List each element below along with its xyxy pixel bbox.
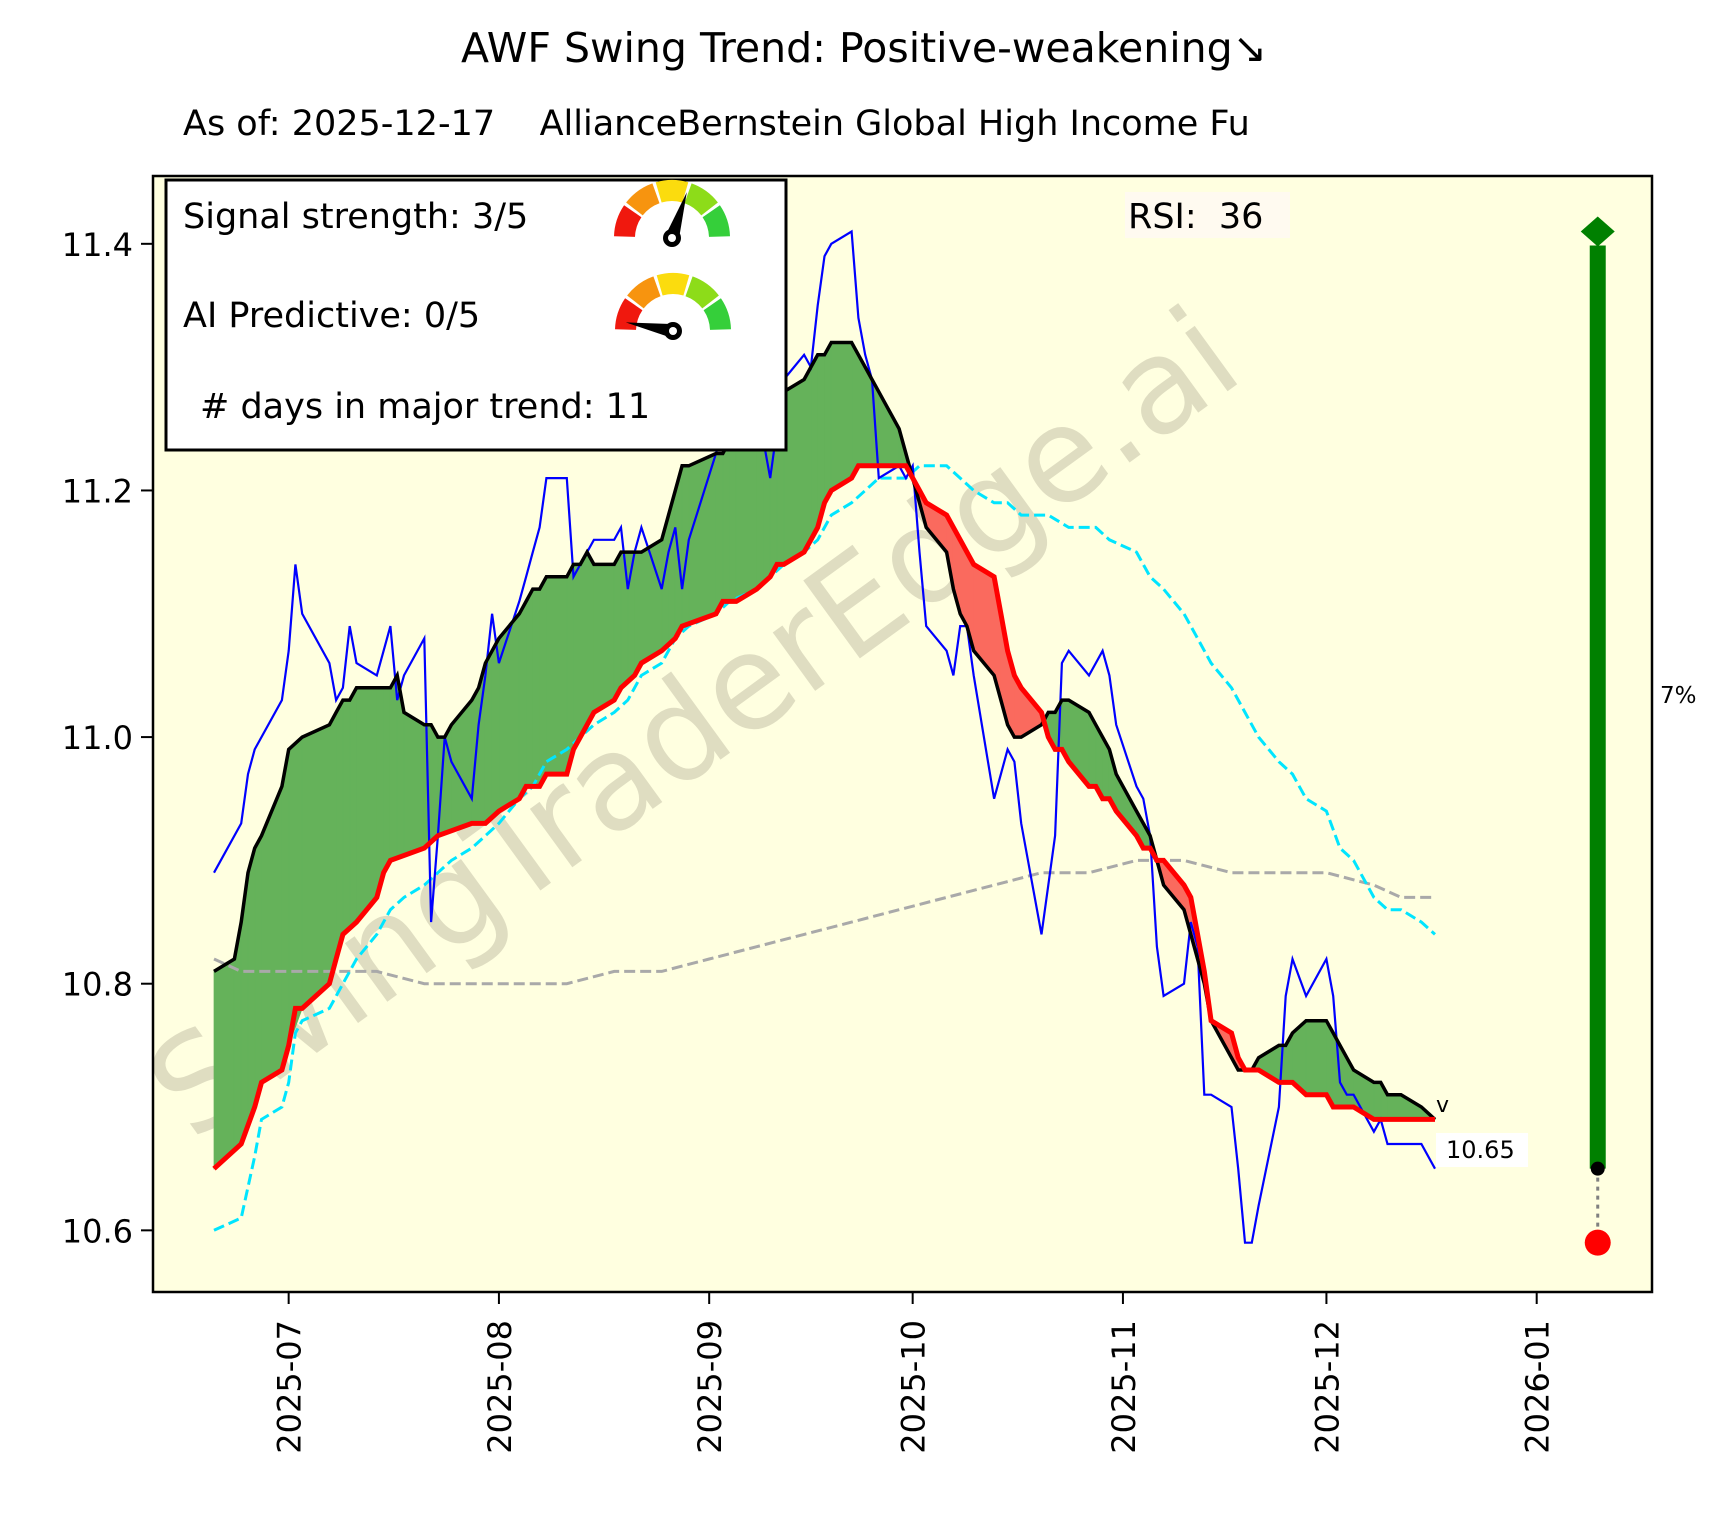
bull-fill-segment <box>532 588 541 787</box>
gauge-hub-center <box>668 234 676 242</box>
ai-predictive-gauge-icon <box>615 272 731 340</box>
gauge-segment <box>685 276 719 309</box>
bull-fill-segment <box>525 588 534 787</box>
last-price-label-bg <box>1436 1133 1528 1167</box>
gauge-hub-center <box>669 327 677 335</box>
bull-fill-segment <box>403 711 425 857</box>
bull-fill-segment <box>342 699 351 936</box>
bull-fill-segment <box>1373 1081 1382 1120</box>
target-pct-label: 7% <box>1660 683 1697 709</box>
gauge-segment <box>615 298 643 330</box>
bull-fill-segment <box>376 687 385 898</box>
x-tick-label: 2025-12 <box>1308 1320 1346 1454</box>
bull-fill-segment <box>539 576 547 787</box>
bull-fill-segment <box>824 342 832 503</box>
bull-fill-segment <box>301 724 330 1010</box>
bull-fill-segment <box>383 687 391 873</box>
y-axis: 10.6 10.8 11.0 11.2 11.4 <box>62 226 153 1250</box>
bull-fill-segment <box>613 551 622 701</box>
signal-strength-gauge-icon <box>614 179 730 247</box>
y-tick-label: 11.2 <box>62 472 133 510</box>
x-axis: 2025-07 2025-08 2025-09 2025-10 2025-11 2025-… <box>271 1292 1557 1454</box>
y-tick-label: 10.8 <box>62 966 133 1004</box>
x-tick-label: 2025-11 <box>1105 1320 1143 1454</box>
bull-fill-segment <box>715 453 724 614</box>
base-price-marker <box>1590 1161 1605 1176</box>
x-tick-label: 2026-01 <box>1519 1320 1557 1454</box>
gauge-segment <box>626 183 660 216</box>
gauge-needle <box>625 322 675 338</box>
bull-fill-segment <box>328 712 337 984</box>
bull-fill-segment <box>634 551 642 676</box>
bull-fill-segment <box>389 675 398 861</box>
bull-fill-segment <box>356 687 378 924</box>
fast-trend-line <box>213 340 1437 1121</box>
bull-fill-segment <box>593 564 615 714</box>
bull-fill-segment <box>484 650 493 825</box>
gauge-segment <box>703 298 731 330</box>
bull-fill-segment <box>349 687 357 930</box>
bull-fill-segment <box>1305 1020 1327 1096</box>
bull-fill-segment <box>518 601 527 799</box>
x-tick-label: 2025-09 <box>691 1320 729 1454</box>
chart-title: AWF Swing Trend: Positive-weakening↘ <box>461 24 1267 72</box>
bull-fill-segment <box>688 452 717 625</box>
chart-subtitle: As of: 2025-12-17 AllianceBernstein Glob… <box>183 104 1250 144</box>
rsi-label-bg <box>1125 192 1290 238</box>
days-in-trend-label: # days in major trend: 11 <box>200 387 650 427</box>
price-line <box>213 229 1436 1244</box>
bull-fill-segment <box>586 551 595 725</box>
last-marker-label: v <box>1436 1093 1449 1118</box>
target-marker-group <box>1580 216 1615 1256</box>
bull-fill-segment <box>281 749 290 1071</box>
y-tick-label: 11.4 <box>62 226 133 264</box>
x-tick-label: 2025-08 <box>481 1320 519 1454</box>
bull-fill-segment <box>546 576 568 775</box>
bull-fill-segment <box>498 612 520 812</box>
gauge-needle <box>665 192 687 241</box>
bull-fill-segment <box>729 440 737 602</box>
gauge-segment <box>702 205 730 237</box>
bull-fill-segment <box>247 847 256 1126</box>
ai-predictive-label: AI Predictive: 0/5 <box>183 296 480 336</box>
slow-trend-line <box>212 463 1435 1171</box>
bull-fill-segment <box>830 342 853 492</box>
bull-fill-segment <box>722 440 730 602</box>
ma-gray-line <box>213 858 1435 986</box>
gauge-segment <box>656 272 690 296</box>
x-tick-label: 2025-10 <box>895 1320 933 1454</box>
info-box: Signal strength: 3/5 AI Predictive: 0/5 … <box>164 178 788 452</box>
rsi-label: RSI: 36 <box>1128 197 1263 237</box>
bull-fill-segment <box>288 736 303 1046</box>
gauge-segment <box>655 179 689 203</box>
x-tick-label: 2025-07 <box>271 1320 309 1454</box>
bull-fill-segment <box>810 354 819 540</box>
bull-fill-segment <box>491 638 500 819</box>
plot-frame <box>151 174 1654 1294</box>
stop-dot-marker <box>1584 1229 1611 1256</box>
bull-fill-segment <box>430 724 439 843</box>
bull-fill-segment <box>864 366 873 467</box>
bull-fill-segment <box>1387 1094 1395 1120</box>
bull-fill-segment <box>1393 1094 1402 1120</box>
series-group <box>212 229 1437 1244</box>
bull-fill-segment <box>573 564 581 750</box>
bull-fill-segment <box>803 366 812 553</box>
y-tick-label: 10.6 <box>62 1212 133 1250</box>
bull-fill-segment <box>335 699 344 960</box>
signal-strength-label: Signal strength: 3/5 <box>183 197 528 237</box>
last-price-label: 10.65 <box>1446 1136 1515 1164</box>
bull-fill-segment <box>851 342 859 479</box>
bull-fill-segment <box>579 551 588 738</box>
gauge-segment <box>614 205 642 237</box>
y-tick-label: 11.0 <box>62 719 133 757</box>
bull-fill-segment <box>735 428 758 603</box>
gauge-segment <box>627 276 661 309</box>
bull-fill-segment <box>213 958 235 1170</box>
bull-fill-segment <box>858 354 866 467</box>
gauge-segment <box>684 183 718 216</box>
target-diamond-marker <box>1580 216 1615 247</box>
